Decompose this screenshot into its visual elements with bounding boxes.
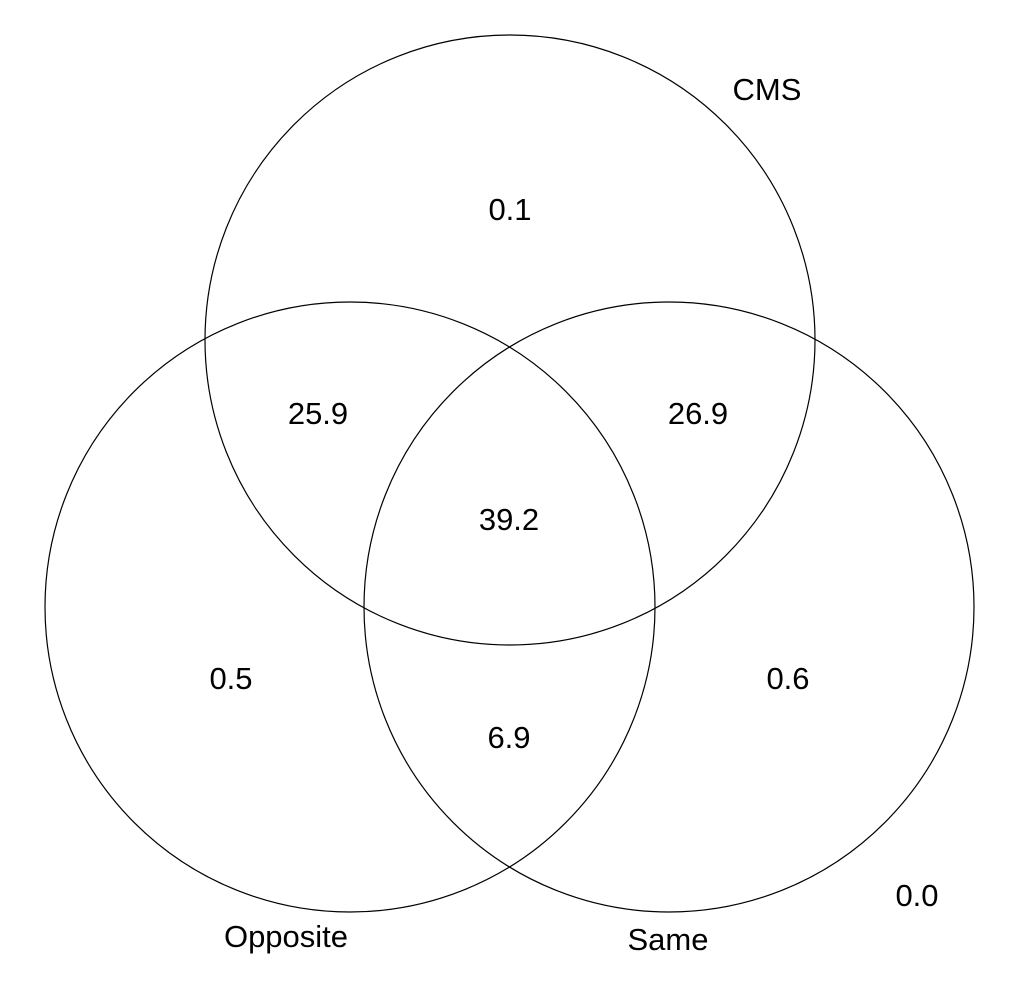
region-label: 0.5 — [209, 661, 252, 696]
region-label: 6.9 — [487, 720, 530, 755]
set-circle — [44, 301, 656, 913]
set-label: Same — [628, 922, 709, 957]
region-label: 39.2 — [479, 502, 539, 537]
region-label: 0.6 — [766, 661, 809, 696]
region-label: 26.9 — [668, 396, 728, 431]
region-label: 0.0 — [895, 878, 938, 913]
region-label: 0.1 — [488, 192, 531, 227]
set-label: CMS — [733, 72, 802, 107]
set-circle — [204, 34, 816, 646]
set-label: Opposite — [224, 919, 348, 954]
region-label: 25.9 — [288, 396, 348, 431]
set-circle — [363, 301, 975, 913]
